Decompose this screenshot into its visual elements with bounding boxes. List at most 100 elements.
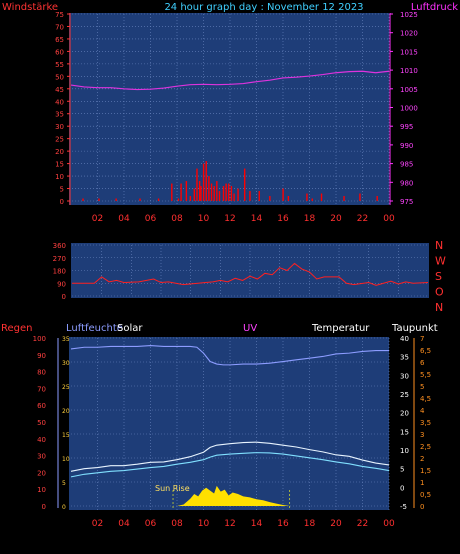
rain-axis-tick-label: 50 <box>37 419 46 427</box>
solar-axis-tick-label: 0 <box>62 504 66 511</box>
pressure-axis-tick-label: 975 <box>400 198 413 206</box>
wind-bar <box>306 193 308 201</box>
wind-bar <box>115 198 117 201</box>
solar-area <box>177 485 290 506</box>
wind-bar <box>218 191 221 201</box>
pressure-axis-tick-label: 1000 <box>400 105 418 113</box>
temperature-axis-tick-label: 20 <box>400 410 409 418</box>
taupunkt-label: Taupunkt <box>391 323 438 334</box>
wind-direction-line <box>72 262 429 286</box>
solar-axis-tick-label: 5 <box>62 480 66 487</box>
wind-pressure-panel <box>69 13 389 205</box>
solar-axis-tick-label: 20 <box>62 408 70 415</box>
wind-bar <box>287 196 290 201</box>
wind-bar <box>208 176 210 201</box>
wind-bar <box>228 183 230 201</box>
rain-axis-tick-label: 60 <box>37 402 46 410</box>
compass-letter: N <box>435 239 443 252</box>
wind-bar <box>225 183 227 201</box>
x-tick-label: 04 <box>118 519 130 529</box>
rain-axis-tick-label: 80 <box>37 369 46 377</box>
solar-axis-tick-label: 30 <box>62 360 70 367</box>
wind-bar <box>222 186 225 201</box>
rain-axis-tick-label: 0 <box>42 503 46 511</box>
temperature-axis-tick-label: 40 <box>400 335 409 343</box>
wind-bar <box>258 191 260 201</box>
x-tick-label: 02 <box>92 214 103 224</box>
x-tick-label: 14 <box>251 214 263 224</box>
x-tick-label: 06 <box>145 519 157 529</box>
x-tick-label: 10 <box>198 519 210 529</box>
wind-axis-tick-label: 10 <box>55 173 64 181</box>
wind-bar <box>180 183 182 201</box>
wind-bar <box>282 188 284 201</box>
x-tick-label: 08 <box>171 214 183 224</box>
uv-axis-tick-label: 2,5 <box>420 443 431 451</box>
wind-bar <box>359 193 361 201</box>
wind-bar <box>376 196 378 201</box>
wind-axis-tick-label: 15 <box>55 161 64 169</box>
pressure-axis-tick-label: 985 <box>400 161 413 169</box>
temperature-axis-tick-label: 10 <box>400 447 409 455</box>
pressure-axis-tick-label: 995 <box>400 123 413 131</box>
pressure-axis-tick-label: 1005 <box>400 86 418 94</box>
x-tick-label: 16 <box>277 214 289 224</box>
wind-bar <box>198 181 201 201</box>
wind-bar <box>185 181 188 201</box>
direction-axis-tick-label: 90 <box>57 280 66 288</box>
temperature-axis-tick-label: 15 <box>400 428 409 436</box>
wind-bar <box>233 193 235 201</box>
header-title: 24 hour graph day : November 12 2023 <box>164 2 363 13</box>
wind-bar <box>82 198 84 201</box>
wind-bar <box>157 198 160 201</box>
wind-axis-tick-label: 55 <box>55 61 64 69</box>
chart-marks: 0510152025303540455055606570759759809859… <box>33 11 446 529</box>
uv-axis-tick-label: 0,5 <box>420 491 431 499</box>
regen-label: Regen <box>1 323 33 334</box>
solar-axis-tick-label: 10 <box>62 456 70 463</box>
wind-axis-tick-label: 45 <box>55 86 64 94</box>
x-tick-label: 08 <box>171 519 183 529</box>
x-tick-label: 06 <box>145 214 157 224</box>
temperature-line <box>70 441 390 472</box>
x-tick-label: 04 <box>118 214 130 224</box>
uv-axis-tick-label: 4,5 <box>420 395 431 403</box>
direction-axis-tick-label: 270 <box>53 255 66 263</box>
uv-axis-tick-label: 1,5 <box>420 467 431 475</box>
sunrise-label: Sun Rise <box>155 484 190 493</box>
wind-bar <box>230 186 233 201</box>
wind-axis-tick-label: 65 <box>55 36 64 44</box>
temperature-axis-tick-label: 30 <box>400 372 409 380</box>
compass-letter: S <box>435 270 442 283</box>
wind-axis-tick-label: 0 <box>60 198 64 206</box>
x-tick-label: 22 <box>357 519 368 529</box>
temperature-axis-tick-label: 5 <box>400 466 404 474</box>
luftfeuchte-label: Luftfeuchte <box>66 323 123 334</box>
wind-bar <box>213 186 215 201</box>
uv-axis-tick-label: 6 <box>420 359 425 367</box>
dewpoint-line <box>70 452 390 478</box>
uv-axis-tick-label: 2 <box>420 455 424 463</box>
rain-axis-tick-label: 100 <box>33 335 46 343</box>
uv-axis-tick-label: 5,5 <box>420 371 431 379</box>
pressure-axis-tick-label: 1020 <box>400 30 418 38</box>
wind-bar <box>237 188 239 201</box>
header-left-label: Windstärke <box>2 2 58 13</box>
compass-letter: O <box>435 286 444 299</box>
wind-bar <box>320 193 323 201</box>
wind-axis-tick-label: 20 <box>55 148 64 156</box>
temperature-axis-tick-label: 25 <box>400 391 409 399</box>
uv-axis-tick-label: 5 <box>420 383 424 391</box>
uv-axis-tick-label: 6,5 <box>420 347 431 355</box>
rain-axis-tick-label: 70 <box>37 385 46 393</box>
wind-bar <box>202 163 205 201</box>
x-tick-label: 18 <box>304 519 316 529</box>
direction-axis-tick-label: 0 <box>62 293 66 301</box>
x-tick-label: 20 <box>330 519 342 529</box>
solar-axis-tick-label: 35 <box>62 336 70 343</box>
wind-bar <box>189 196 192 201</box>
wind-bar <box>98 198 100 201</box>
pressure-axis-tick-label: 1025 <box>400 11 418 19</box>
wind-axis-tick-label: 40 <box>55 98 64 106</box>
wind-bar <box>177 198 180 201</box>
